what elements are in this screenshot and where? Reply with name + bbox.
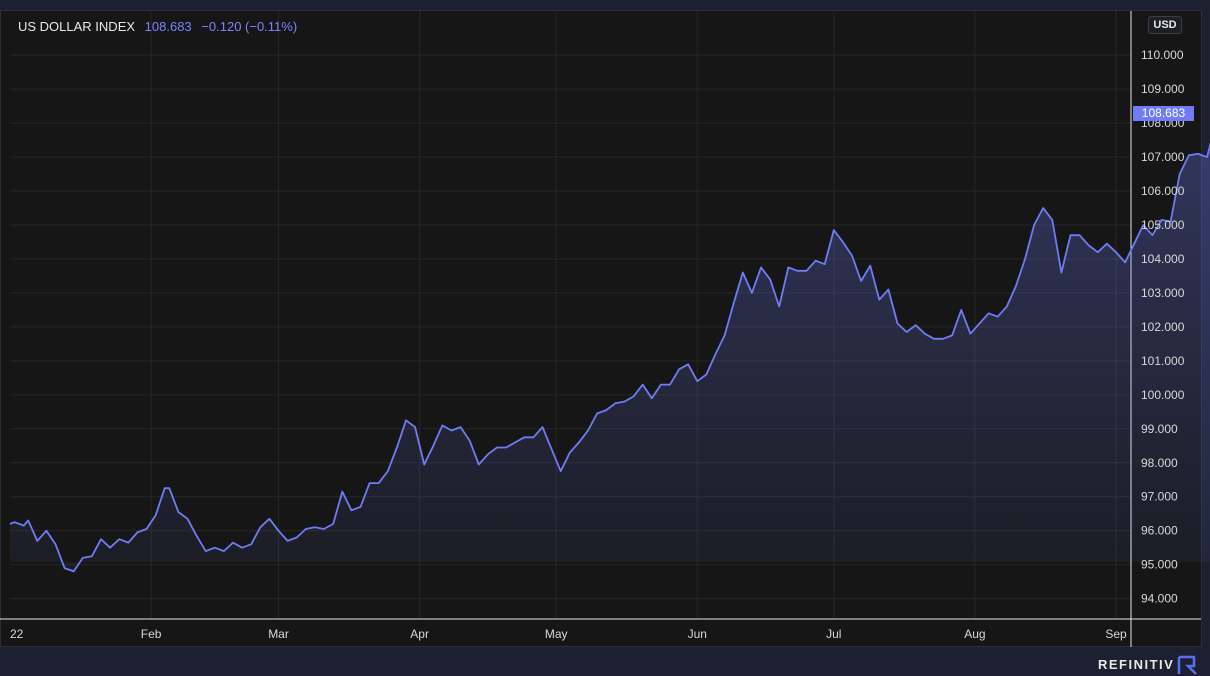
- price-area: [10, 145, 1210, 572]
- x-axis-labels: 22 Feb Mar Apr May Jun Jul Aug Sep: [10, 627, 1127, 641]
- currency-button[interactable]: USD: [1148, 16, 1182, 34]
- y-tick-label: 105.000: [1141, 218, 1185, 232]
- y-tick-label: 107.000: [1141, 150, 1185, 164]
- refinitiv-logo-icon: [1177, 655, 1197, 675]
- chart-header: US DOLLAR INDEX 108.683 −0.120 (−0.11%): [18, 19, 297, 34]
- x-tick-label: Sep: [1105, 627, 1127, 641]
- y-tick-label: 106.000: [1141, 184, 1185, 198]
- x-tick-label: Aug: [964, 627, 985, 641]
- last-value: 108.683: [144, 19, 192, 34]
- brand-logo-text: REFINITIV: [1098, 657, 1175, 672]
- x-tick-label: Apr: [410, 627, 429, 641]
- x-tick-label: Mar: [268, 627, 289, 641]
- x-tick-label: Jul: [826, 627, 841, 641]
- y-tick-label: 98.000: [1141, 456, 1178, 470]
- y-tick-label: 99.000: [1141, 422, 1178, 436]
- instrument-name: US DOLLAR INDEX: [18, 19, 136, 34]
- y-tick-label: 103.000: [1141, 286, 1185, 300]
- y-tick-label: 102.000: [1141, 320, 1185, 334]
- y-tick-label: 94.000: [1141, 592, 1178, 606]
- y-tick-label: 100.000: [1141, 388, 1185, 402]
- y-tick-label: 97.000: [1141, 490, 1178, 504]
- x-tick-label: 22: [10, 627, 24, 641]
- price-line-path: [9, 142, 1210, 573]
- price-change: −0.120 (−0.11%): [201, 19, 298, 34]
- y-tick-label: 110.000: [1141, 48, 1184, 62]
- x-tick-label: May: [545, 627, 568, 641]
- y-tick-label: 109.000: [1141, 82, 1185, 96]
- y-tick-label: 95.000: [1141, 558, 1178, 572]
- x-tick-label: Feb: [141, 627, 162, 641]
- y-tick-label: 104.000: [1141, 252, 1185, 266]
- price-line: [9, 142, 1210, 573]
- y-tick-label: 101.000: [1141, 354, 1185, 368]
- y-tick-label: 96.000: [1141, 524, 1178, 538]
- x-tick-label: Jun: [688, 627, 707, 641]
- price-area-fill: [10, 145, 1210, 572]
- last-price-tag: 108.683: [1133, 106, 1194, 121]
